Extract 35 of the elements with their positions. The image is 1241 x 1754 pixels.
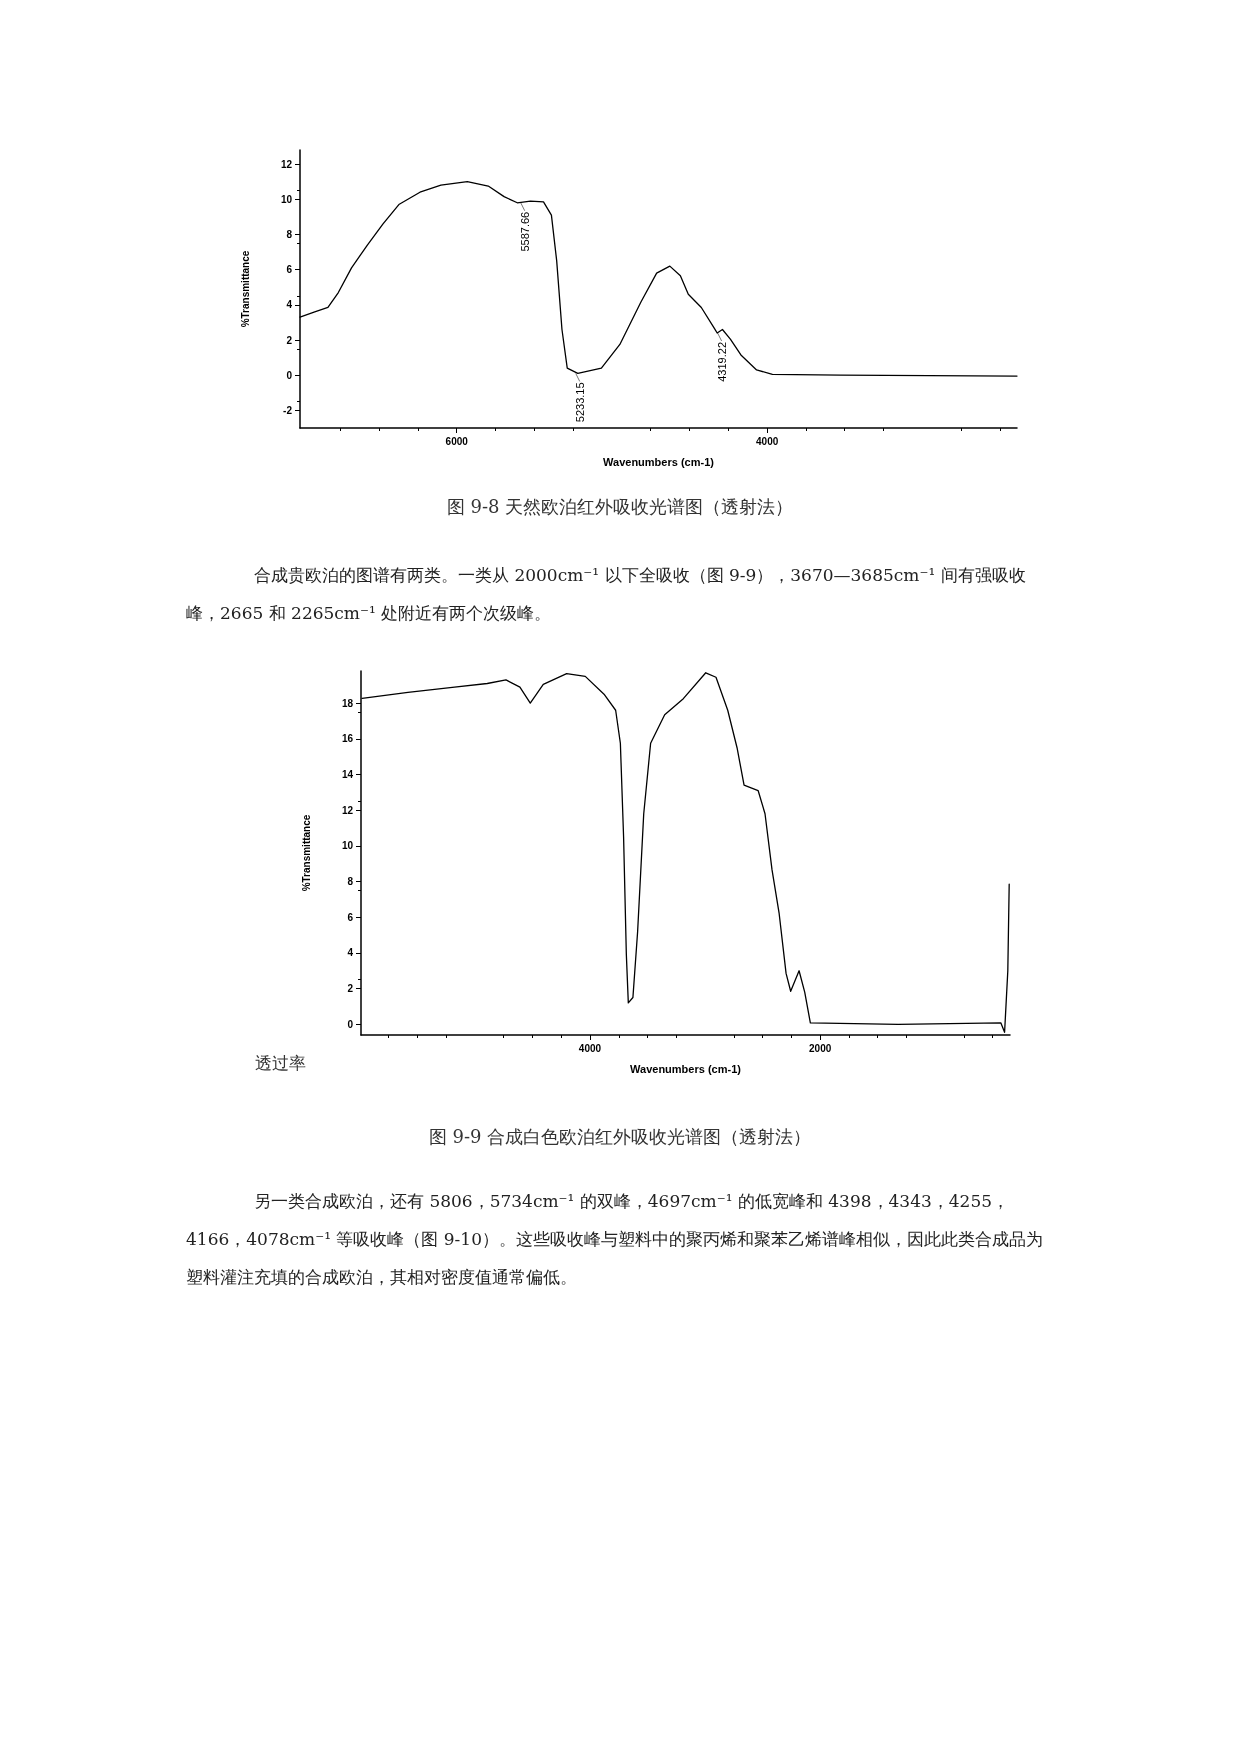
y-axis-title: %Transmittance — [239, 250, 251, 328]
y-tick-label: 18 — [341, 697, 354, 709]
y-tick-label: 2 — [347, 983, 354, 995]
y-tick-label: 4 — [286, 299, 293, 311]
y-tick-label: 0 — [286, 369, 293, 381]
y-tick-label: 16 — [341, 733, 354, 745]
x-tick-label: 4000 — [578, 1042, 602, 1054]
y-tick-label: 12 — [280, 158, 293, 170]
y-tick-label: 6 — [286, 264, 293, 276]
x-axis-title: Wavenumbers (cm-1) — [603, 455, 715, 468]
text: 图 9-9 合成白色欧泊红外吸收光谱图（透射法） — [428, 1125, 812, 1147]
text: 另一类合成欧泊，还有 5806，5734cm⁻¹ 的双峰，4697cm⁻¹ 的低宽峰和 4398，4343，4255，4166，4078cm⁻¹ 等吸收峰（图 9-10）。这些吸收峰与塑料中的聚丙烯和聚苯乙烯谱峰相似，因此此类合成品为塑料灌注充填的合成欧泊，其相对密度值通常偏低。 — [186, 1190, 1044, 1289]
y-tick-label: 14 — [341, 768, 354, 780]
text: 透过率 — [255, 1054, 306, 1073]
annotation: 5587.66 — [518, 211, 531, 252]
x-tick-label: 4000 — [756, 435, 779, 447]
y-tick-label: 12 — [341, 804, 354, 816]
x-axis-title: Wavenumbers (cm-1) — [630, 1062, 742, 1075]
y-tick-label: 4 — [347, 947, 354, 959]
line-series — [361, 672, 1010, 1033]
annotation: 5233.15 — [573, 382, 586, 423]
y-tick-label: -2 — [283, 404, 293, 416]
y-tick-label: 10 — [341, 840, 354, 852]
x-tick-label: 6000 — [445, 435, 469, 447]
annotation: 4319.22 — [715, 341, 728, 382]
y-tick-label: 10 — [280, 193, 293, 205]
x-tick-label: 2000 — [809, 1042, 832, 1054]
y-tick-label: 8 — [286, 228, 293, 240]
y-tick-label: 0 — [347, 1018, 354, 1030]
y-tick-label: 6 — [347, 911, 354, 923]
y-tick-label: 2 — [286, 334, 293, 346]
text: 图 9-8 天然欧泊红外吸收光谱图（透射法） — [446, 495, 794, 517]
y-tick-label: 8 — [347, 876, 354, 888]
text: 合成贵欧泊的图谱有两类。一类从 2000cm⁻¹ 以下全吸收（图 9-9），3670—3685cm⁻¹ 间有强吸收峰，2665 和 2265cm⁻¹ 处附近有两个次级峰。 — [186, 564, 1027, 625]
y-axis-title: %Transmittance — [300, 814, 312, 892]
